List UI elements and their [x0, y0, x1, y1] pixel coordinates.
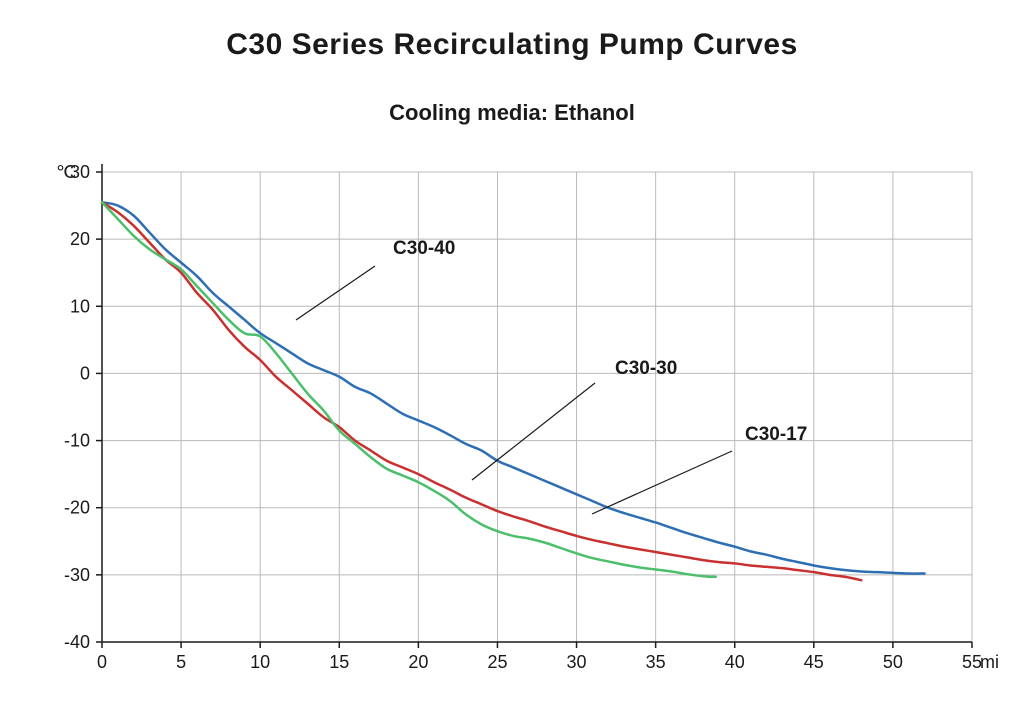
y-tick-label: -40: [64, 632, 90, 652]
x-tick-label: 0: [97, 652, 107, 672]
leader-line: [296, 266, 375, 320]
x-tick-label: 30: [567, 652, 587, 672]
x-tick-label: 10: [250, 652, 270, 672]
y-unit-label: ℃: [56, 162, 76, 182]
y-tick-label: 20: [70, 229, 90, 249]
y-tick-label: -30: [64, 565, 90, 585]
x-tick-label: 15: [329, 652, 349, 672]
series-label-c30-17: C30-17: [745, 424, 807, 445]
x-tick-label: 35: [646, 652, 666, 672]
leader-line: [592, 451, 732, 514]
x-unit-label: min: [980, 652, 1000, 672]
series-label-c30-40: C30-40: [393, 238, 455, 259]
x-tick-label: 55: [962, 652, 982, 672]
chart-title: C30 Series Recirculating Pump Curves: [0, 28, 1024, 62]
page: { "title": "C30 Series Recirculating Pum…: [0, 0, 1024, 721]
pump-curve-chart: 0510152025303540455055-40-30-20-10010203…: [40, 150, 1000, 690]
series-c30-40: [102, 202, 925, 573]
x-tick-label: 50: [883, 652, 903, 672]
y-tick-label: 0: [80, 363, 90, 383]
y-tick-label: 10: [70, 296, 90, 316]
chart-subtitle: Cooling media: Ethanol: [0, 100, 1024, 126]
y-tick-label: -10: [64, 431, 90, 451]
x-tick-label: 40: [725, 652, 745, 672]
x-tick-label: 45: [804, 652, 824, 672]
x-tick-label: 5: [176, 652, 186, 672]
series-label-c30-30: C30-30: [615, 358, 677, 379]
y-tick-label: -20: [64, 498, 90, 518]
x-tick-label: 25: [487, 652, 507, 672]
x-tick-label: 20: [408, 652, 428, 672]
